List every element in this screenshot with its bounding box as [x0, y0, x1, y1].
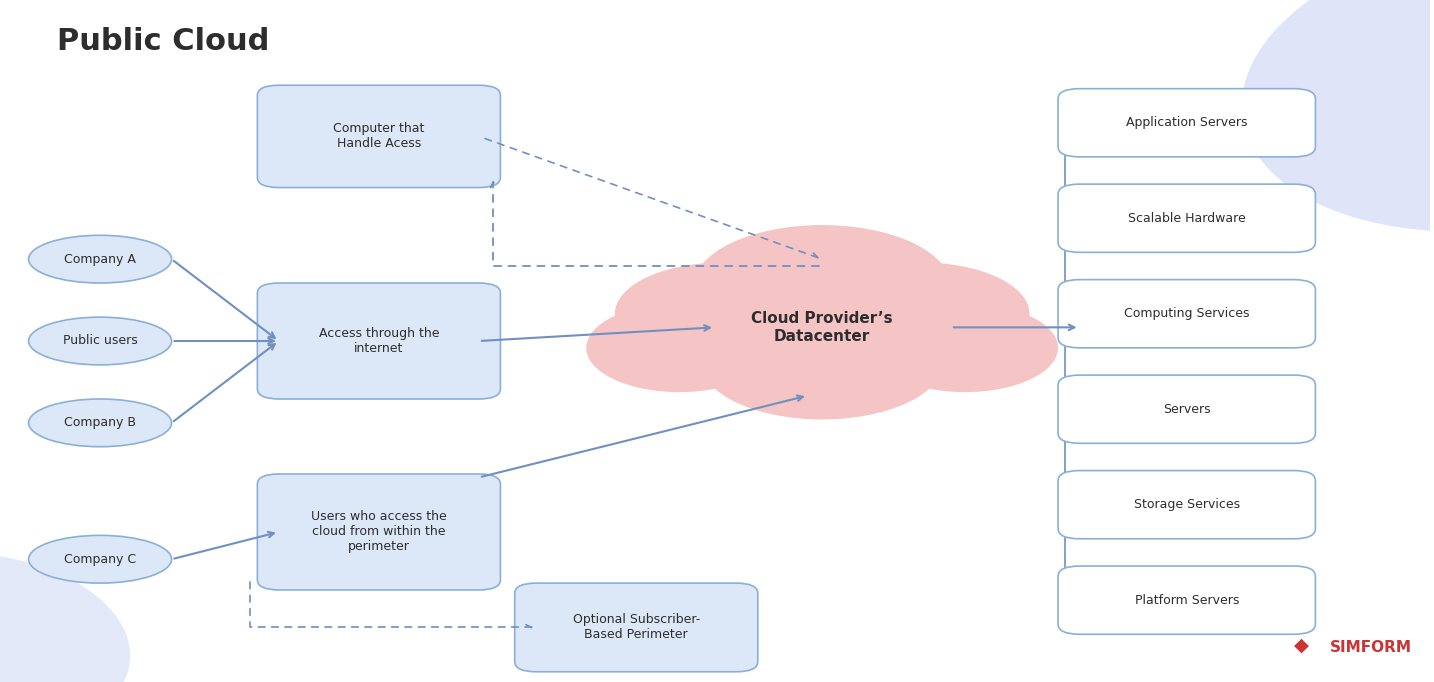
Circle shape — [815, 263, 1030, 365]
Text: Storage Services: Storage Services — [1134, 498, 1240, 512]
Ellipse shape — [29, 235, 172, 283]
Text: Company B: Company B — [65, 416, 136, 430]
Circle shape — [587, 303, 771, 392]
FancyBboxPatch shape — [257, 474, 500, 590]
Ellipse shape — [0, 553, 130, 682]
Circle shape — [615, 263, 829, 365]
Text: Cloud Provider’s
Datacenter: Cloud Provider’s Datacenter — [751, 311, 893, 344]
FancyBboxPatch shape — [257, 85, 500, 188]
Text: Servers: Servers — [1163, 402, 1210, 416]
Ellipse shape — [29, 399, 172, 447]
FancyBboxPatch shape — [1058, 471, 1315, 539]
Text: SIMFORM: SIMFORM — [1329, 640, 1411, 655]
Text: Company A: Company A — [65, 252, 136, 266]
Text: ◆: ◆ — [1293, 636, 1309, 655]
Text: Computer that
Handle Acess: Computer that Handle Acess — [333, 122, 424, 151]
Text: Computing Services: Computing Services — [1124, 307, 1249, 321]
Text: Optional Subscriber-
Based Perimeter: Optional Subscriber- Based Perimeter — [572, 613, 700, 642]
FancyBboxPatch shape — [257, 283, 500, 399]
Text: Platform Servers: Platform Servers — [1134, 593, 1239, 607]
Text: Company C: Company C — [65, 552, 136, 566]
Ellipse shape — [29, 535, 172, 583]
Text: Scalable Hardware: Scalable Hardware — [1129, 211, 1246, 225]
Ellipse shape — [1242, 0, 1434, 232]
FancyBboxPatch shape — [515, 583, 757, 672]
Circle shape — [701, 303, 944, 419]
FancyBboxPatch shape — [1058, 280, 1315, 348]
Text: Access through the
internet: Access through the internet — [318, 327, 439, 355]
FancyBboxPatch shape — [1058, 566, 1315, 634]
Text: Users who access the
cloud from within the
perimeter: Users who access the cloud from within t… — [311, 510, 447, 554]
Circle shape — [872, 303, 1058, 392]
Text: Public users: Public users — [63, 334, 138, 348]
Text: Public Cloud: Public Cloud — [57, 27, 270, 57]
FancyBboxPatch shape — [1058, 184, 1315, 252]
Text: Application Servers: Application Servers — [1126, 116, 1248, 130]
Ellipse shape — [29, 317, 172, 365]
Circle shape — [694, 225, 951, 348]
FancyBboxPatch shape — [1058, 375, 1315, 443]
FancyBboxPatch shape — [1058, 89, 1315, 157]
